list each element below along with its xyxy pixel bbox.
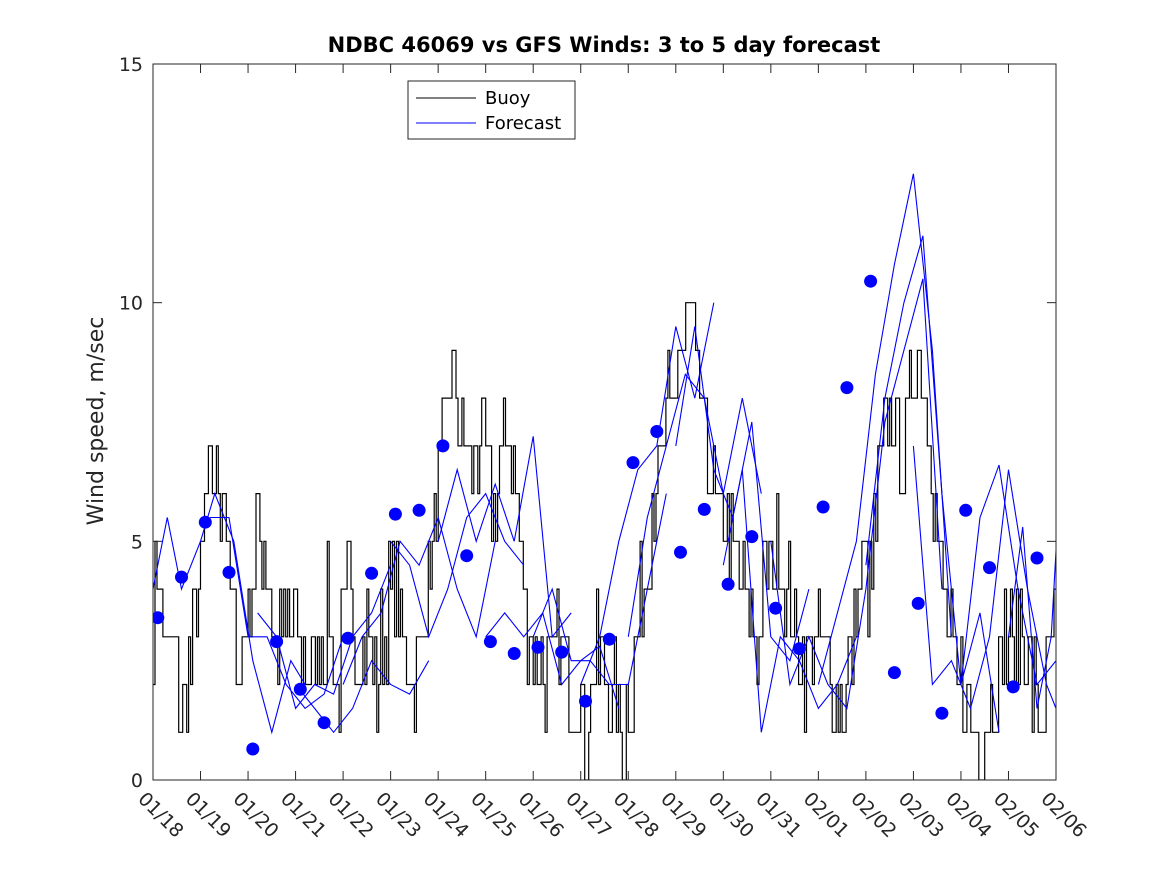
forecast-run-4 (295, 659, 430, 734)
y-tick-label-5: 5 (131, 531, 143, 553)
forecast-marker-12 (412, 503, 426, 517)
legend-forecast-label: Forecast (485, 113, 561, 134)
forecast-marker-5 (246, 742, 260, 756)
forecast-marker-19 (579, 694, 592, 708)
forecast-marker-14 (460, 549, 474, 563)
forecast-run-19 (1007, 526, 1056, 709)
forecast-marker-22 (650, 425, 664, 438)
forecast-run-16 (865, 235, 1000, 733)
forecast-marker-2 (175, 570, 188, 584)
forecast-marker-27 (769, 601, 783, 615)
forecast-run-2 (210, 516, 344, 710)
forecast-marker-20 (602, 632, 616, 646)
forecast-marker-23 (674, 545, 687, 559)
forecast-marker-29 (816, 500, 830, 514)
forecast-run-5 (342, 515, 496, 685)
forecast-markers (153, 274, 1044, 756)
forecast-marker-33 (911, 596, 925, 610)
forecast-series (153, 173, 1056, 735)
forecast-marker-10 (365, 566, 379, 580)
forecast-marker-31 (864, 274, 878, 288)
forecast-run-17 (912, 445, 1056, 711)
forecast-marker-15 (483, 635, 497, 649)
forecast-marker-32 (887, 666, 901, 680)
forecast-marker-16 (507, 647, 521, 660)
forecast-marker-30 (840, 381, 854, 395)
chart-title: NDBC 46069 vs GFS Winds: 3 to 5 day fore… (328, 33, 881, 57)
plot-area (153, 173, 1056, 780)
forecast-marker-8 (317, 716, 331, 730)
forecast-marker-28 (792, 642, 806, 656)
forecast-run-14 (770, 278, 943, 710)
y-tick-label-10: 10 (119, 293, 143, 315)
y-axis-label: Wind speed, m/sec (84, 317, 109, 526)
buoy-series (153, 302, 1056, 780)
forecast-marker-18 (555, 645, 569, 659)
y-tick-label-15: 15 (119, 54, 143, 76)
legend-buoy-label: Buoy (485, 88, 531, 109)
forecast-marker-34 (935, 706, 949, 720)
forecast-run-8 (485, 611, 620, 709)
forecast-marker-35 (959, 503, 973, 517)
forecast-marker-9 (341, 631, 355, 645)
y-tick-label-0: 0 (131, 770, 143, 792)
forecast-run-3 (257, 564, 392, 710)
forecast-marker-4 (222, 565, 236, 579)
forecast-marker-13 (436, 439, 450, 453)
forecast-run-9 (532, 493, 667, 686)
forecast-run-11 (627, 373, 762, 637)
forecast-marker-6 (270, 635, 284, 649)
forecast-marker-26 (745, 530, 759, 544)
forecast-marker-21 (626, 456, 640, 470)
forecast-marker-38 (1030, 551, 1044, 565)
forecast-marker-11 (388, 507, 402, 521)
forecast-run-7 (437, 436, 572, 639)
plot-frame (152, 63, 1057, 781)
buoy-line (153, 302, 1056, 780)
forecast-marker-25 (721, 577, 735, 591)
forecast-marker-37 (1006, 680, 1020, 694)
forecast-run-6 (390, 492, 525, 639)
forecast-run-10 (580, 302, 715, 685)
legend: Buoy Forecast (407, 80, 576, 140)
forecast-marker-24 (697, 502, 711, 516)
forecast-marker-3 (198, 515, 212, 529)
forecast-run-13 (722, 469, 857, 733)
forecast-marker-17 (531, 640, 545, 654)
forecast-marker-36 (983, 561, 996, 575)
forecast-marker-1 (153, 611, 165, 625)
legend-box (407, 80, 576, 140)
forecast-run-18 (960, 464, 1056, 686)
forecast-marker-7 (293, 682, 307, 696)
